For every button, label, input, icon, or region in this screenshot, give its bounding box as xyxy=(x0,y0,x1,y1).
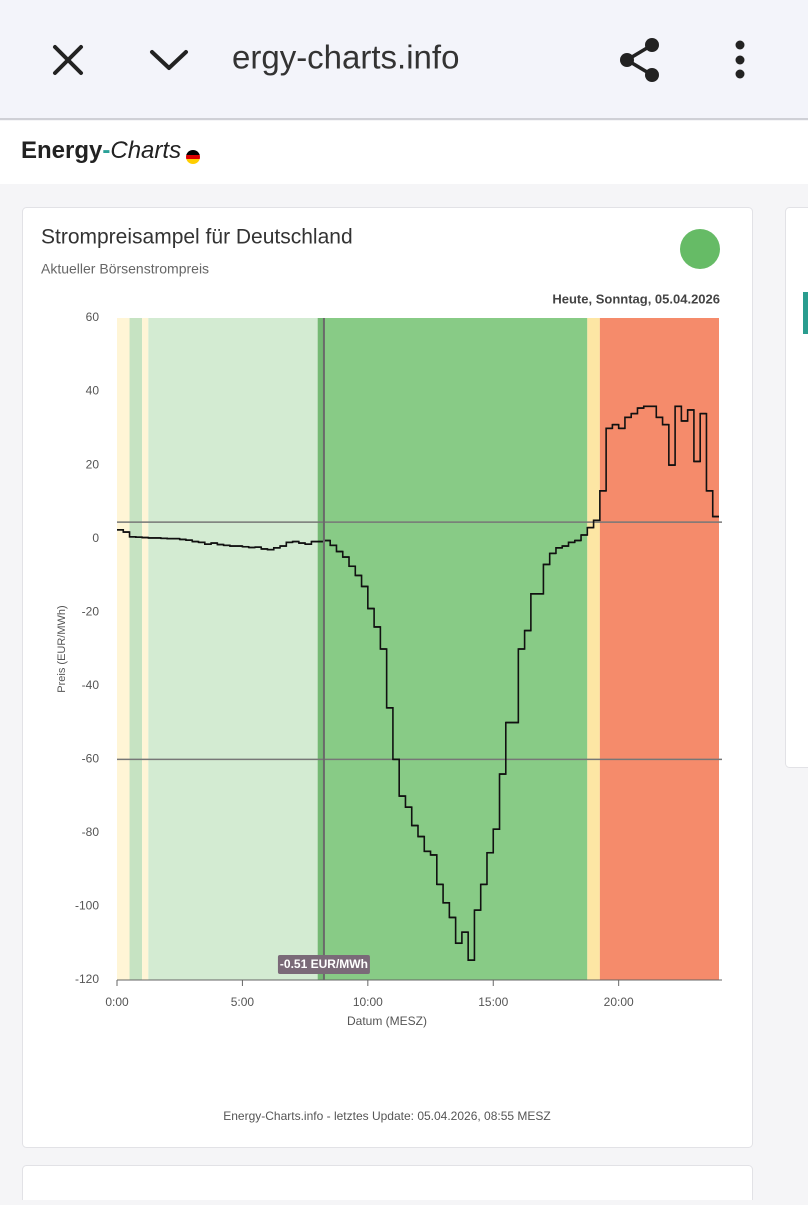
y-tick-label: -120 xyxy=(75,972,99,986)
logo[interactable]: Energy-Charts xyxy=(21,137,181,164)
flag xyxy=(186,150,200,164)
x-axis-label: Datum (MESZ) xyxy=(347,1014,427,1028)
y-tick-label: 40 xyxy=(86,384,100,398)
price-band xyxy=(130,318,143,980)
y-tick-label: 60 xyxy=(86,310,100,324)
tooltip-label: -0.51 EUR/MWh xyxy=(280,957,368,971)
more-button[interactable] xyxy=(736,41,745,79)
price-band xyxy=(117,318,130,980)
x-tick-label: 5:00 xyxy=(231,995,255,1009)
y-tick-label: -80 xyxy=(82,825,100,839)
status-light xyxy=(680,229,720,269)
side-accent xyxy=(803,292,808,334)
next-card xyxy=(23,1166,753,1201)
x-tick-label: 0:00 xyxy=(105,995,129,1009)
y-tick-label: 0 xyxy=(92,531,99,545)
y-tick-label: -60 xyxy=(82,752,100,766)
card-title: Strompreisampel für Deutschland xyxy=(41,226,353,249)
card-subtitle: Aktueller Börsenstrompreis xyxy=(41,261,209,277)
y-tick-label: 20 xyxy=(86,457,100,471)
y-tick-label: -40 xyxy=(82,678,100,692)
y-tick-label: -20 xyxy=(82,604,100,618)
x-tick-label: 20:00 xyxy=(604,995,634,1009)
x-tick-label: 15:00 xyxy=(478,995,508,1009)
logo-italic: Charts xyxy=(110,137,181,164)
date-label: Heute, Sonntag, 05.04.2026 xyxy=(552,291,720,306)
price-band xyxy=(324,318,587,980)
x-tick-label: 10:00 xyxy=(353,995,383,1009)
y-tick-label: -100 xyxy=(75,899,99,913)
price-band xyxy=(148,318,317,980)
y-axis-label: Preis (EUR/MWh) xyxy=(56,605,68,692)
price-band xyxy=(587,318,600,980)
logo-main: Energy xyxy=(21,137,103,164)
footer: Energy-Charts.info - letztes Update: 05.… xyxy=(223,1109,551,1123)
logo-dash: - xyxy=(102,137,110,164)
price-band xyxy=(142,318,148,980)
plot: -120 -100 -80 -60 -40 -20 0 20 40 60 0:00 5:00 10:00… xyxy=(75,310,722,1009)
url[interactable]: ergy-charts.info xyxy=(232,39,459,76)
side-card xyxy=(786,208,808,768)
